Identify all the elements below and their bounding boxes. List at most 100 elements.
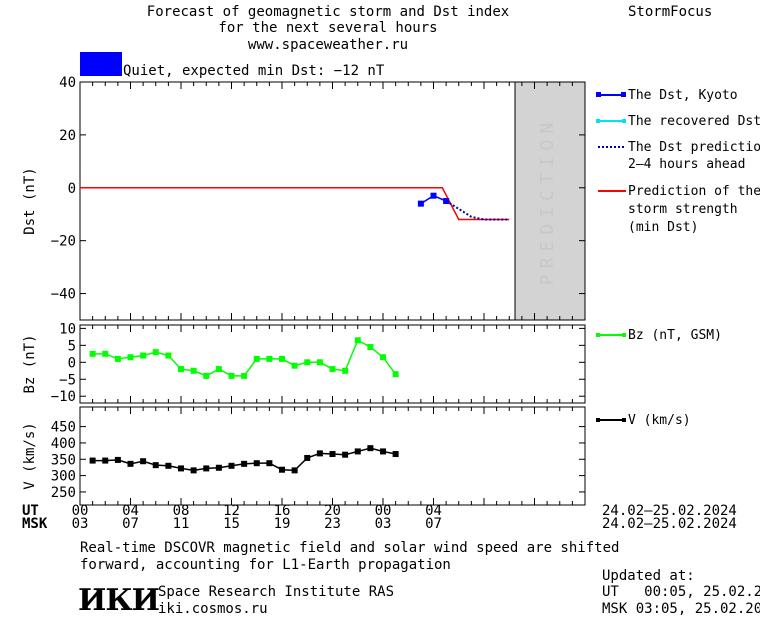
bz-point xyxy=(367,344,374,351)
x-tick-label: 23 xyxy=(324,516,341,532)
chart-title: Forecast of geomagnetic storm and Dst in… xyxy=(146,4,510,20)
speed-point xyxy=(279,466,285,473)
bz-point xyxy=(329,366,336,373)
bz-point xyxy=(342,367,349,374)
bz-y-label: Bz (nT) xyxy=(22,334,38,393)
legend-prediction-l1: The Dst prediction xyxy=(628,140,760,155)
bz-point xyxy=(253,355,260,362)
dst-y-label: Dst (nT) xyxy=(22,167,38,234)
site-url[interactable]: www.spaceweather.ru xyxy=(247,37,409,53)
speed-point xyxy=(165,462,172,469)
bz-point xyxy=(316,359,323,366)
legend-recovered: The recovered Dst xyxy=(628,114,760,129)
dst-ytick-label: −40 xyxy=(51,287,76,303)
x-tick-label: 20 xyxy=(324,503,341,519)
footer-note-line1: Real-time DSCOVR magnetic field and sola… xyxy=(80,540,620,556)
x-tick-label: 19 xyxy=(273,516,291,532)
bz-point xyxy=(102,350,109,357)
bz-point xyxy=(266,355,273,362)
updated-msk: MSK 03:05, 25.02.2024 xyxy=(602,601,760,617)
bz-point xyxy=(203,372,210,379)
speed-point xyxy=(316,450,323,457)
legend: The Dst, Kyoto The recovered Dst The Dst… xyxy=(596,88,760,428)
speed-point xyxy=(354,448,361,455)
dst-ytick-label: −20 xyxy=(51,234,76,250)
x-tick-label: 00 xyxy=(374,503,392,519)
x-tick-label: 00 xyxy=(71,503,89,519)
x-tick-label: 03 xyxy=(71,516,89,532)
v-ytick-label: 300 xyxy=(51,469,76,485)
msk-date-range: 24.02–25.02.2024 xyxy=(602,516,737,532)
bz-panel-frame xyxy=(79,324,586,404)
speed-point xyxy=(392,451,399,458)
bz-ytick-label: −10 xyxy=(51,389,76,405)
bz-point xyxy=(178,366,184,373)
msk-axis-label: MSK xyxy=(22,516,48,532)
speed-point xyxy=(140,458,147,465)
bz-point xyxy=(190,367,197,374)
speed-point xyxy=(266,460,273,467)
bz-point xyxy=(380,354,386,361)
speed-point xyxy=(152,462,159,469)
institute-name: Space Research Institute RAS xyxy=(158,584,395,600)
prediction-zone-label: PREDICTION xyxy=(537,117,558,285)
bz-point xyxy=(279,355,285,362)
bz-point xyxy=(291,362,298,369)
bz-point xyxy=(392,371,399,378)
dst-point xyxy=(443,198,450,204)
x-tick-label: 03 xyxy=(374,516,392,532)
iki-logo: ИКИ xyxy=(78,583,160,618)
v-ytick-label: 400 xyxy=(51,436,76,452)
speed-point xyxy=(367,445,374,452)
bz-point xyxy=(140,352,147,359)
v-ytick-label: 450 xyxy=(51,420,76,436)
speed-points xyxy=(89,445,399,474)
dst-panel-frame xyxy=(79,81,586,321)
updated-ut: UT 00:05, 25.02.2024 xyxy=(602,584,760,600)
dst-y-ticks: 40 20 0 −20 −40 xyxy=(51,75,585,303)
speed-point xyxy=(291,467,298,474)
legend-bz: Bz (nT, GSM) xyxy=(628,328,722,343)
status-color-swatch xyxy=(80,52,122,76)
speed-point xyxy=(203,465,210,472)
bz-ytick-label: −5 xyxy=(59,372,76,388)
v-ytick-label: 350 xyxy=(51,452,76,468)
x-tick-label: 12 xyxy=(223,503,240,519)
speed-point xyxy=(215,464,222,471)
v-ytick-label: 250 xyxy=(51,485,76,501)
bz-point xyxy=(152,349,159,356)
dst-ytick-label: 0 xyxy=(68,181,76,197)
dst-point xyxy=(430,192,437,199)
legend-storm-l2: storm strength xyxy=(628,202,738,217)
speed-point xyxy=(342,451,349,458)
ut-date-range: 24.02–25.02.2024 xyxy=(602,503,737,519)
legend-v: V (km/s) xyxy=(628,413,691,428)
institute-url[interactable]: iki.cosmos.ru xyxy=(158,601,268,617)
speed-point xyxy=(178,465,184,472)
speed-point xyxy=(253,460,260,467)
status-label: Quiet, expected min Dst: −12 nT xyxy=(123,63,385,79)
x-tick-label: 11 xyxy=(172,516,190,532)
bz-ytick-label: 5 xyxy=(68,338,76,354)
speed-point xyxy=(89,457,96,464)
dst-ytick-label: 20 xyxy=(59,128,76,144)
legend-storm-l3: (min Dst) xyxy=(628,220,698,235)
dst-point xyxy=(417,200,424,207)
speed-point xyxy=(380,448,386,455)
x-axis-ticks xyxy=(79,82,586,505)
bz-point xyxy=(304,359,311,366)
x-tick-label: 07 xyxy=(425,516,442,532)
speed-point xyxy=(228,462,235,469)
footer-note-line2: forward, accounting for L1-Earth propaga… xyxy=(80,557,451,573)
ut-axis-label: UT xyxy=(22,503,39,519)
x-tick-label: 07 xyxy=(122,516,139,532)
x-tick-label: 04 xyxy=(122,503,139,519)
bz-point xyxy=(228,372,235,379)
updated-label: Updated at: xyxy=(602,568,695,584)
x-tick-label: 15 xyxy=(223,516,240,532)
speed-point xyxy=(241,460,248,467)
bz-point xyxy=(114,355,121,362)
prediction-zone xyxy=(515,82,585,320)
legend-storm-l1: Prediction of the xyxy=(628,184,760,199)
